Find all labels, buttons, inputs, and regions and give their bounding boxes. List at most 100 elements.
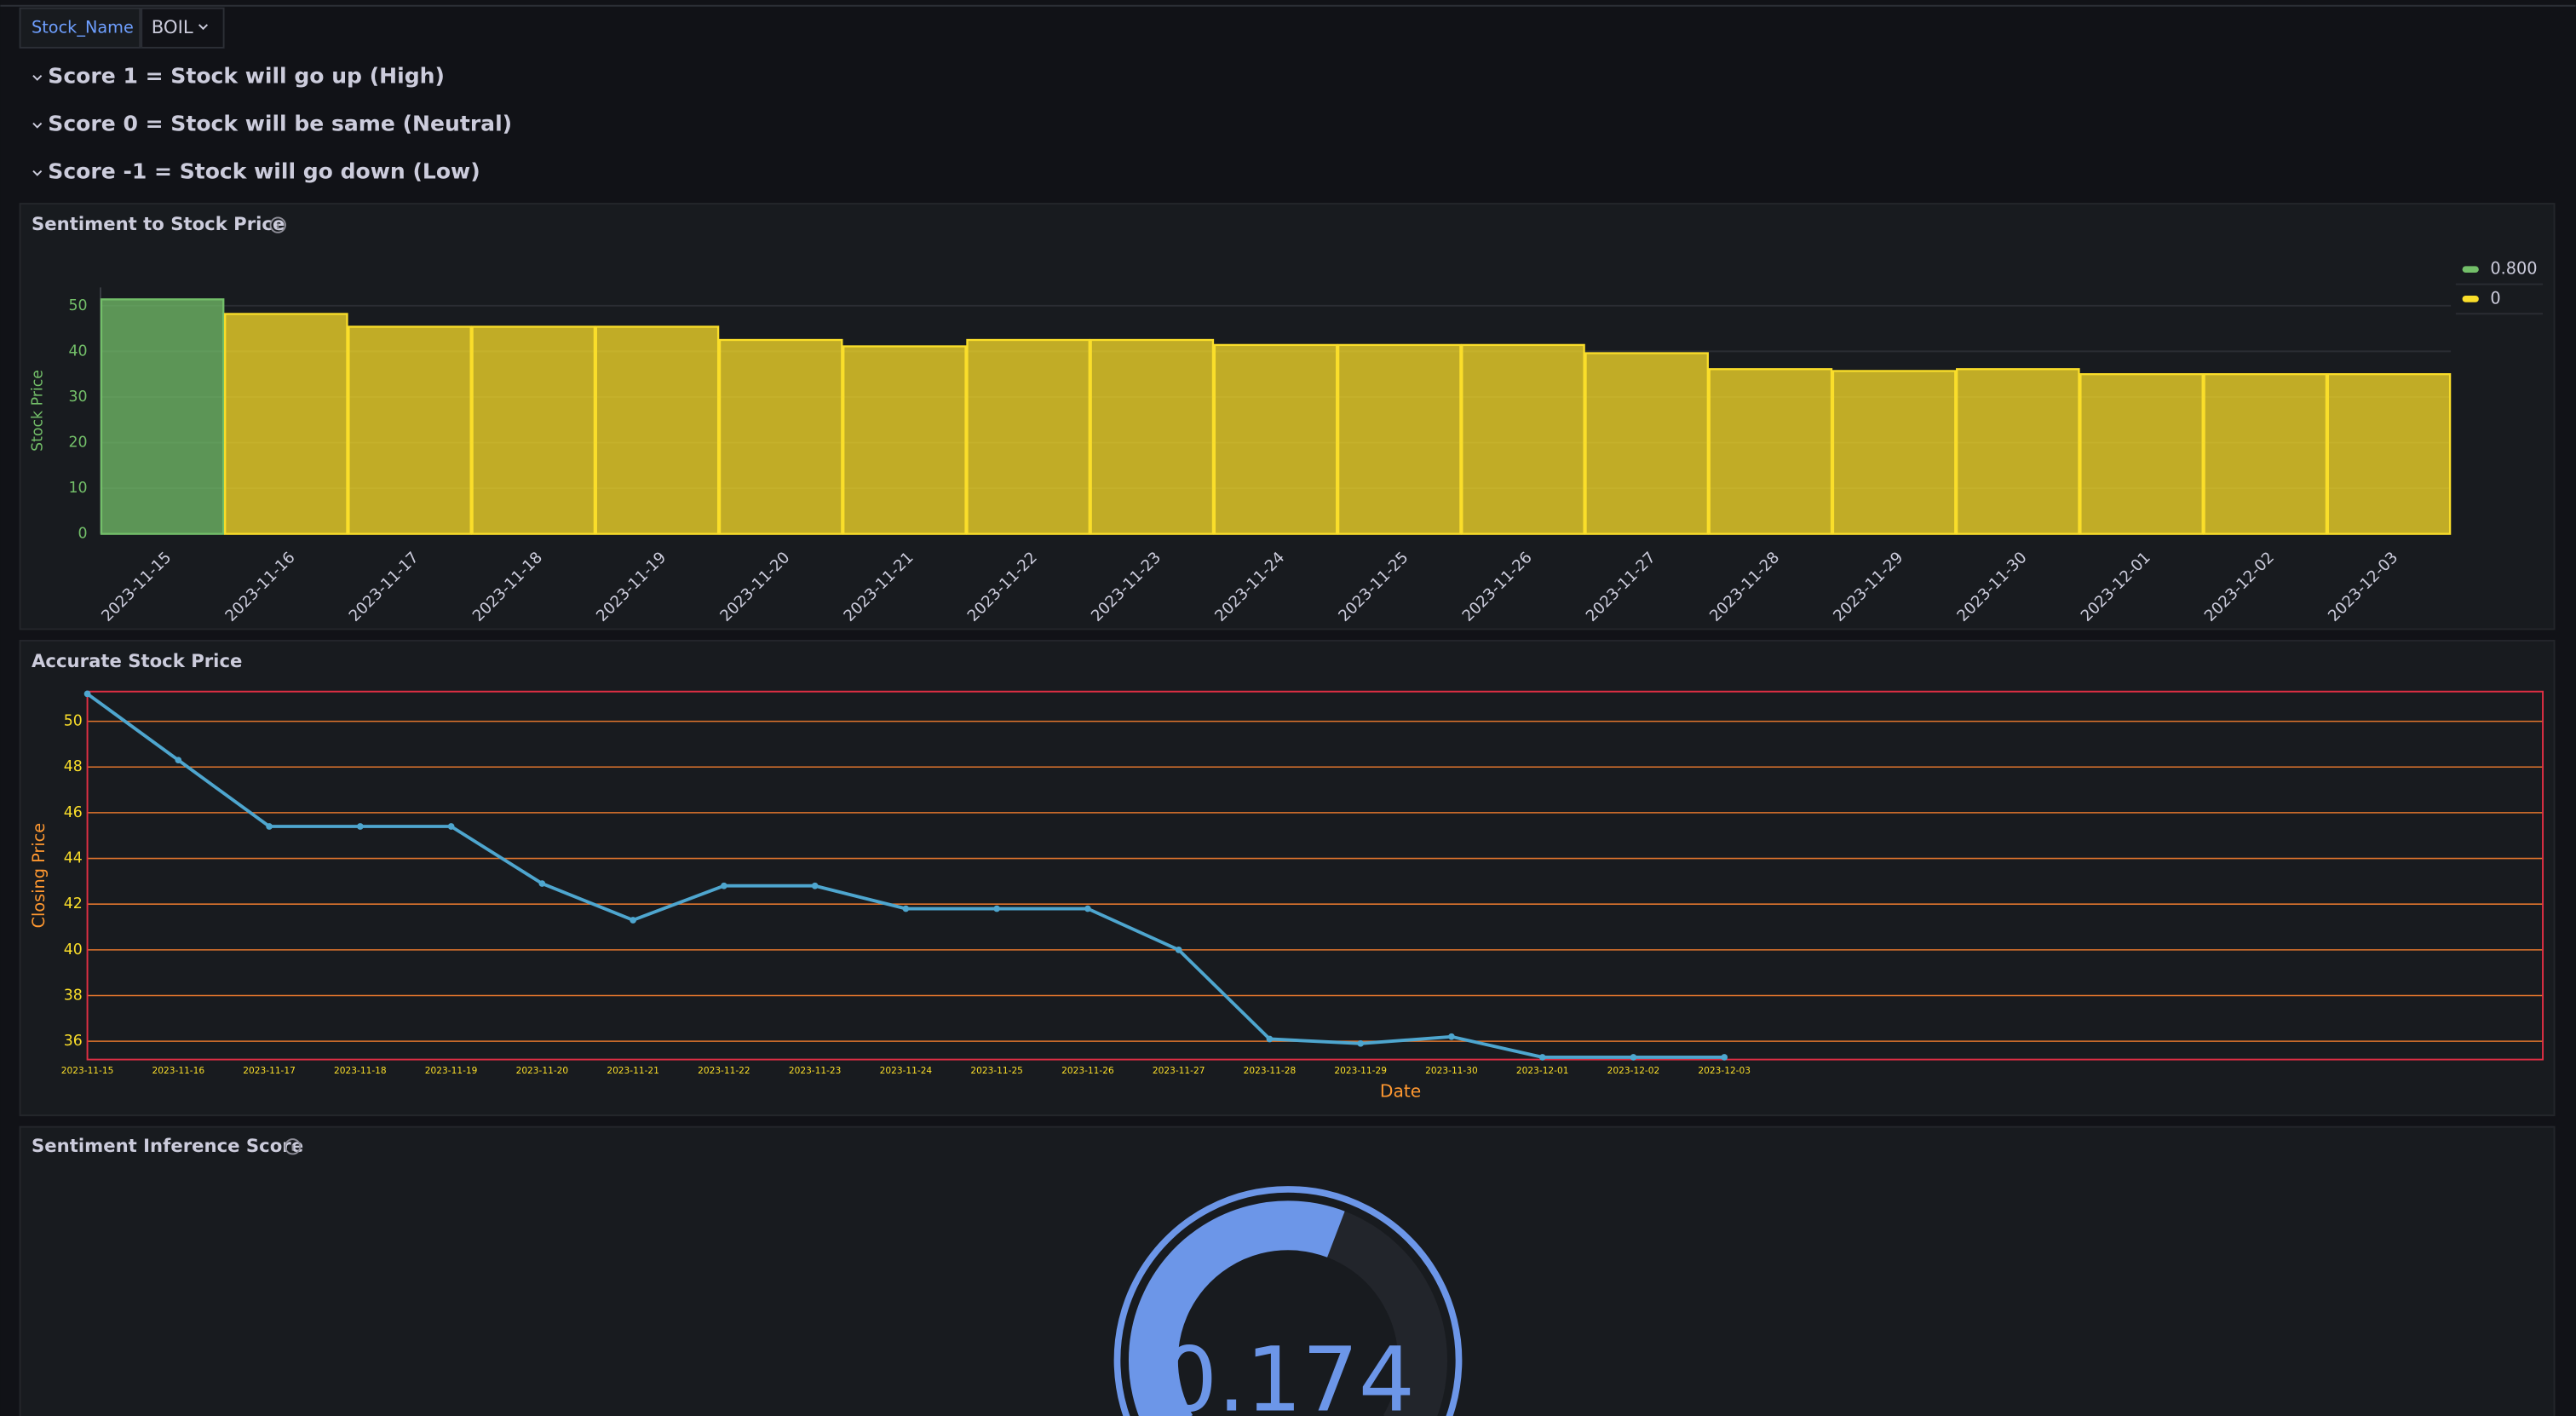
gauge-value: 0.174 bbox=[1161, 1328, 1415, 1416]
x-tick-label: 2023-11-27 bbox=[1153, 1066, 1205, 1076]
point bbox=[1721, 1054, 1728, 1061]
bar bbox=[1213, 343, 1338, 535]
legend-label: 0 bbox=[2490, 288, 2500, 308]
row-title[interactable]: Score 0 = Stock will be same (Neutral) bbox=[48, 112, 512, 136]
point bbox=[1266, 1035, 1274, 1043]
select-chevron bbox=[198, 24, 209, 31]
x-tick-label: 2023-11-26 bbox=[1061, 1066, 1114, 1076]
bar bbox=[348, 325, 472, 535]
point bbox=[1538, 1054, 1546, 1061]
info-circle bbox=[284, 1138, 302, 1155]
x-tick-label: 2023-11-24 bbox=[880, 1066, 933, 1076]
panel bbox=[19, 1125, 2556, 1416]
row-2[interactable]: Score 0 = Stock will be same (Neutral) bbox=[32, 112, 512, 136]
row-title[interactable]: Score -1 = Stock will go down (Low) bbox=[48, 158, 480, 183]
variable-value[interactable]: BOIL bbox=[152, 16, 193, 37]
panel bbox=[19, 639, 2556, 1117]
bar bbox=[966, 338, 1090, 535]
point bbox=[83, 690, 91, 698]
panel-title: Sentiment to Stock Price bbox=[32, 213, 285, 234]
point bbox=[1357, 1039, 1365, 1047]
info-icon[interactable] bbox=[284, 1138, 302, 1155]
x-axis-label: Date bbox=[1380, 1081, 1421, 1102]
info-icon[interactable] bbox=[269, 216, 286, 233]
bar bbox=[1090, 338, 1215, 535]
x-tick-label: 2023-12-03 bbox=[1698, 1066, 1751, 1076]
y-tick-label: 44 bbox=[64, 850, 83, 867]
x-tick-label: 2023-11-15 bbox=[61, 1066, 114, 1076]
bar bbox=[595, 325, 720, 535]
x-tick-label: 2023-11-30 bbox=[1425, 1066, 1478, 1076]
row-3[interactable]: Score -1 = Stock will go down (Low) bbox=[32, 158, 480, 183]
point bbox=[1630, 1054, 1637, 1061]
bar bbox=[100, 298, 225, 535]
bar bbox=[1584, 352, 1709, 535]
x-tick-label: 2023-11-19 bbox=[425, 1066, 478, 1076]
point bbox=[721, 882, 727, 889]
y-tick-label: 40 bbox=[68, 342, 87, 360]
y-tick-label: 50 bbox=[64, 713, 83, 730]
info-circle bbox=[269, 216, 286, 233]
bar bbox=[1956, 368, 2080, 535]
point bbox=[902, 905, 910, 912]
point bbox=[1084, 905, 1091, 912]
bar bbox=[718, 338, 843, 535]
y-tick-label: 0 bbox=[78, 526, 88, 543]
x-tick-label: 2023-12-01 bbox=[1516, 1066, 1569, 1076]
bar bbox=[471, 325, 596, 535]
bar bbox=[1461, 343, 1585, 535]
point bbox=[175, 757, 182, 764]
point bbox=[266, 823, 273, 830]
y-tick-label: 40 bbox=[64, 941, 83, 958]
plot-border bbox=[86, 690, 2544, 1061]
panel-title: Accurate Stock Price bbox=[32, 650, 242, 671]
bar bbox=[1831, 370, 1957, 535]
x-tick-label: 2023-11-29 bbox=[1334, 1066, 1387, 1076]
variable-label-box bbox=[19, 7, 141, 49]
row-chevron bbox=[32, 122, 43, 129]
x-tick-label: 2023-11-17 bbox=[243, 1066, 296, 1076]
y-tick-label: 30 bbox=[68, 389, 87, 406]
row-title[interactable]: Score 1 = Stock will go up (High) bbox=[48, 64, 445, 89]
gauge-fill bbox=[1128, 1200, 1345, 1416]
y-axis-label: Closing Price bbox=[29, 823, 49, 929]
y-tick-label: 46 bbox=[64, 804, 83, 821]
gauge-threshold bbox=[1113, 1186, 1463, 1416]
point bbox=[447, 823, 455, 830]
bar bbox=[842, 345, 967, 535]
variable-label: Stock_Name bbox=[32, 17, 134, 37]
row-1[interactable]: Score 1 = Stock will go up (High) bbox=[32, 64, 445, 89]
bar bbox=[1337, 343, 1462, 535]
y-axis-label: Stock Price bbox=[30, 370, 47, 452]
x-tick-label: 2023-11-22 bbox=[698, 1066, 750, 1076]
point bbox=[1448, 1033, 1455, 1040]
y-tick-label: 50 bbox=[68, 297, 87, 314]
point bbox=[356, 823, 364, 830]
bar bbox=[2326, 373, 2452, 535]
variable-select[interactable] bbox=[141, 7, 225, 49]
row-chevron bbox=[32, 170, 43, 176]
y-tick-label: 10 bbox=[68, 480, 87, 497]
point bbox=[1175, 946, 1182, 953]
x-tick-label: 2023-11-28 bbox=[1244, 1066, 1297, 1076]
legend-swatch bbox=[2462, 266, 2479, 273]
legend-swatch bbox=[2462, 296, 2479, 302]
row-chevron bbox=[32, 75, 43, 81]
x-tick-label: 2023-11-23 bbox=[789, 1066, 842, 1076]
y-tick-label: 36 bbox=[64, 1033, 83, 1050]
bar bbox=[2079, 373, 2204, 535]
x-tick-label: 2023-11-18 bbox=[334, 1066, 387, 1076]
x-tick-label: 2023-11-20 bbox=[516, 1066, 569, 1076]
bar bbox=[1708, 368, 1833, 535]
point bbox=[538, 880, 546, 887]
point bbox=[630, 917, 636, 924]
x-tick-label: 2023-12-02 bbox=[1607, 1066, 1660, 1076]
y-tick-label: 38 bbox=[64, 987, 83, 1004]
bar bbox=[224, 313, 348, 535]
y-tick-label: 20 bbox=[68, 435, 87, 452]
x-tick-label: 2023-11-16 bbox=[152, 1066, 205, 1076]
x-tick-label: 2023-11-25 bbox=[970, 1066, 1023, 1076]
bar bbox=[2203, 373, 2328, 535]
